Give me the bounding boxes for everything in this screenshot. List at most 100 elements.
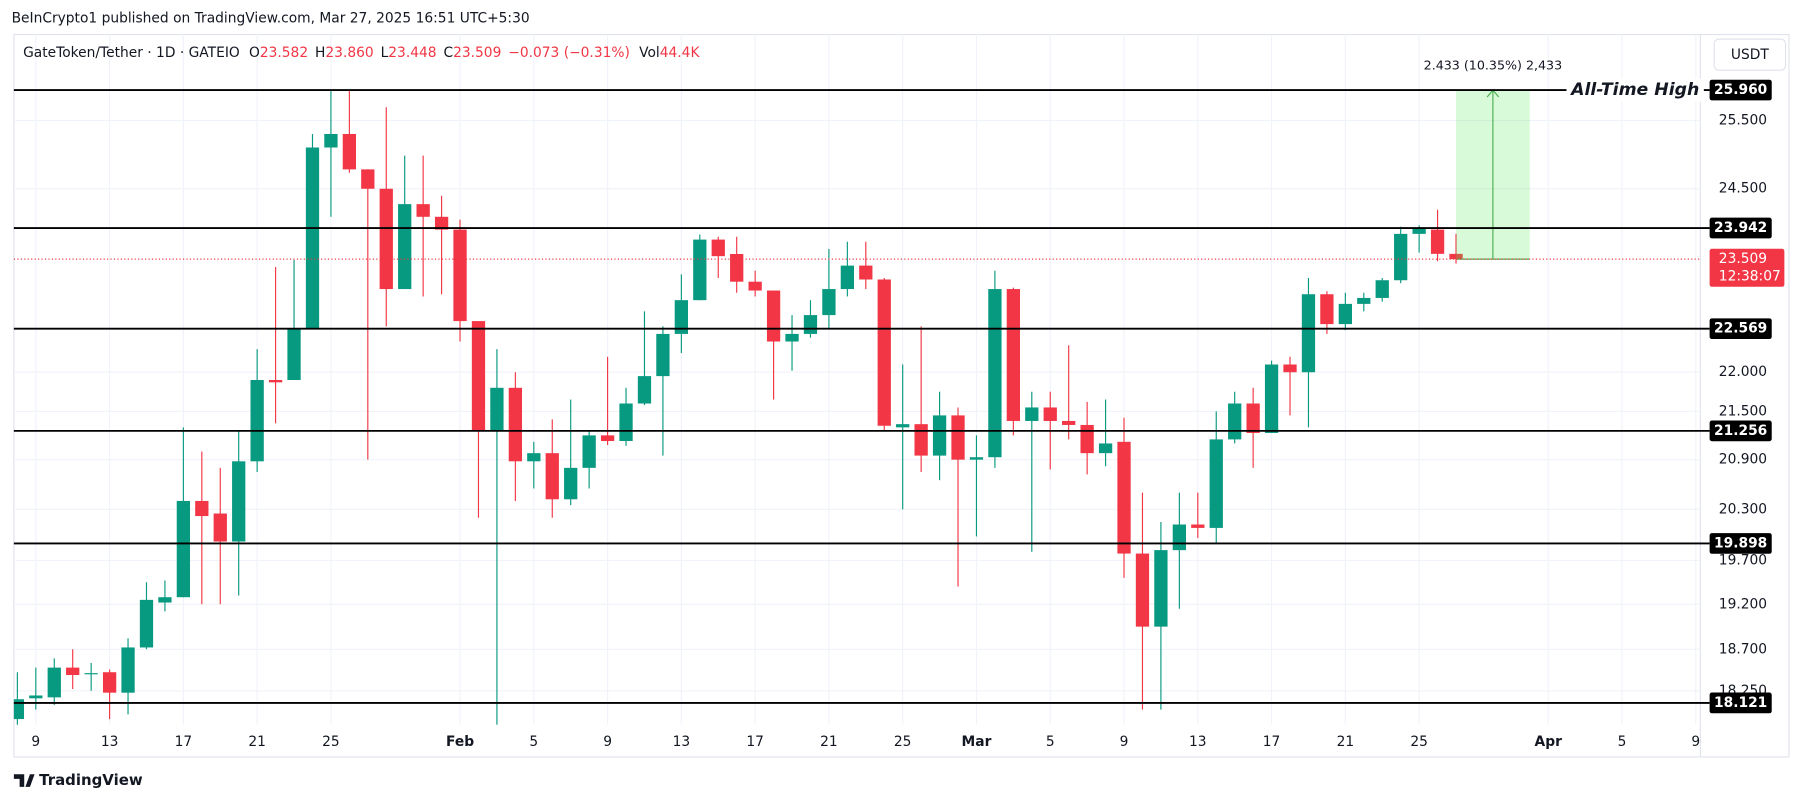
brand-logo xyxy=(13,774,35,787)
legend-change: −0.073 (−0.31%) xyxy=(508,45,630,61)
x-tick-label: 9 xyxy=(603,734,612,750)
candle-body xyxy=(877,279,891,426)
x-tick-label: 5 xyxy=(1046,734,1055,750)
candle-body xyxy=(139,599,154,648)
candle-body xyxy=(1228,403,1242,440)
currency: USDT xyxy=(1731,47,1769,63)
candle-body xyxy=(1283,364,1297,373)
x-tick-label: 5 xyxy=(529,734,538,750)
x-tick-label: Feb xyxy=(446,734,474,750)
x-tick-label: 13 xyxy=(673,734,691,750)
level-label: 22.569 xyxy=(1714,321,1767,337)
legend-value: 23.582 xyxy=(260,45,308,61)
candle-body xyxy=(637,376,652,404)
candle-body xyxy=(564,467,578,500)
candle-body xyxy=(1412,228,1426,234)
candle-body xyxy=(711,239,725,257)
candle-body xyxy=(176,500,191,598)
candle-body xyxy=(1043,407,1057,421)
x-tick-label: 5 xyxy=(1618,734,1627,750)
candle-body xyxy=(619,403,633,442)
annotation: All-Time High xyxy=(1569,80,1699,100)
candle-body xyxy=(1172,524,1186,551)
brand: TradingView xyxy=(39,771,143,789)
legend-key: L xyxy=(381,45,389,61)
candle-body xyxy=(951,415,965,460)
last-price-box xyxy=(1709,248,1785,287)
legend-key: C xyxy=(443,45,453,61)
x-tick-label: 9 xyxy=(1691,734,1700,750)
frame xyxy=(13,33,1790,758)
candle-body xyxy=(1394,233,1408,281)
last-price-label: 23.509 xyxy=(1719,251,1767,267)
candle-body xyxy=(287,328,301,380)
candle-body xyxy=(1117,441,1131,554)
attribution: BeInCrypto1 published on TradingView.com… xyxy=(12,10,530,26)
candle-body xyxy=(914,424,928,456)
overlay: 2.433 (10.35%) 2,433 xyxy=(13,57,1710,704)
x-tick-label: 21 xyxy=(820,734,838,750)
level-label: 21.256 xyxy=(1714,423,1767,439)
symbol: GateToken/Tether · 1D · GATEIO xyxy=(23,45,240,61)
x-tick-label: 21 xyxy=(1337,734,1355,750)
candle-body xyxy=(600,435,615,442)
candle-body xyxy=(471,321,486,431)
candle-body xyxy=(582,435,596,468)
x-tick-label: Apr xyxy=(1535,734,1563,750)
y-tick-label: 20.300 xyxy=(1719,501,1767,517)
candle-body xyxy=(1025,407,1039,421)
candle-body xyxy=(693,239,707,301)
candle-body xyxy=(1006,289,1020,421)
x-tick-label: 17 xyxy=(175,734,193,750)
x-tick-label: 17 xyxy=(1263,734,1281,750)
candle-body xyxy=(1246,403,1260,433)
candle-body xyxy=(195,500,209,517)
x-tick-label: Mar xyxy=(962,734,992,750)
candle-body xyxy=(379,188,393,290)
candle-body xyxy=(730,253,744,282)
candle-body xyxy=(1338,303,1352,325)
level-box xyxy=(1709,420,1772,442)
candle-body xyxy=(748,281,762,291)
legend-value: 23.860 xyxy=(325,45,373,61)
candle-body xyxy=(656,333,670,377)
candle-body xyxy=(453,229,467,322)
candle-body xyxy=(545,453,559,500)
candle-body xyxy=(13,699,25,720)
candle-body xyxy=(121,647,135,693)
candle-body xyxy=(840,265,855,290)
y-tick-label: 24.500 xyxy=(1719,181,1767,197)
candle-body xyxy=(324,133,338,148)
level-label: 25.960 xyxy=(1714,82,1767,98)
candle-body xyxy=(250,379,264,462)
x-tick-label: 13 xyxy=(101,734,119,750)
candle-body xyxy=(1264,364,1279,433)
countdown: 12:38:07 xyxy=(1719,268,1781,284)
currency-box xyxy=(1713,38,1787,71)
x-tick-label: 9 xyxy=(1120,734,1129,750)
candle-body xyxy=(305,147,320,329)
candle-body xyxy=(1191,524,1205,528)
candle-body xyxy=(398,204,412,290)
legend-value: 23.509 xyxy=(453,45,501,61)
x-tick-label: 25 xyxy=(894,734,912,750)
candle-body xyxy=(766,290,781,342)
y-tick-label: 18.700 xyxy=(1719,641,1767,657)
legend-key: Vol xyxy=(639,45,660,61)
legend-value: 44.4K xyxy=(660,45,701,61)
y-tick-label: 19.200 xyxy=(1719,596,1767,612)
x-tick-label: 25 xyxy=(1410,734,1428,750)
candle-body xyxy=(102,672,117,693)
legend-value: 23.448 xyxy=(388,45,436,61)
legend: GateToken/Tether · 1D · GATEIO O23.582 H23… xyxy=(23,45,700,61)
candle-body xyxy=(896,424,910,428)
candle-body xyxy=(232,461,246,542)
candle-body xyxy=(859,265,873,280)
candle-body xyxy=(1320,294,1334,325)
candle-body xyxy=(342,133,357,170)
candle-body xyxy=(822,289,836,316)
measure-label: 2.433 (10.35%) 2,433 xyxy=(1424,57,1562,72)
candle-body xyxy=(268,379,283,383)
grid xyxy=(13,34,1701,725)
